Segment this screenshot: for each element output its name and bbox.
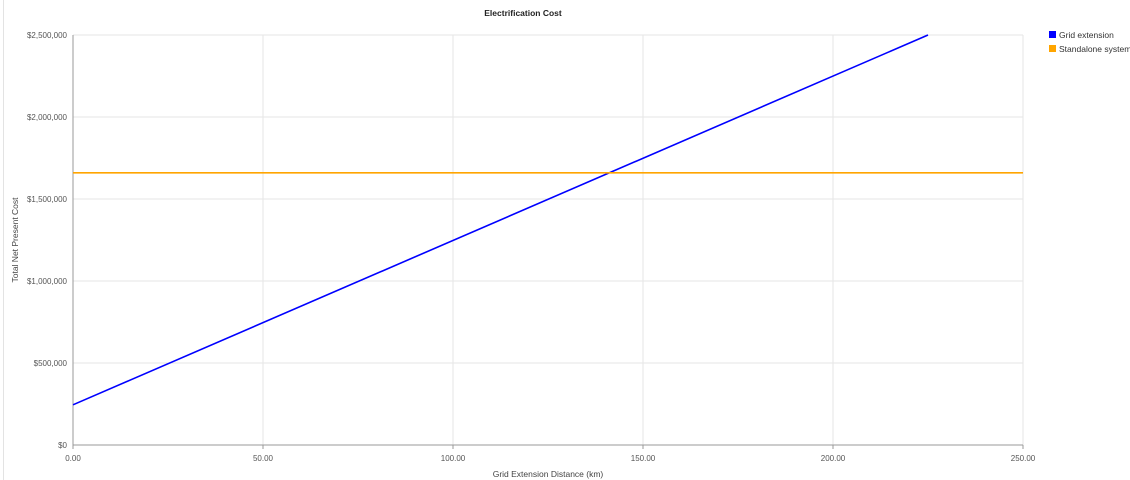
x-axis-title: Grid Extension Distance (km) [493,469,604,479]
x-tick-label: 200.00 [821,454,846,463]
legend: Grid extension Standalone system [1049,30,1130,54]
series-layer [72,34,1023,406]
legend-swatch-grid-extension [1049,31,1056,38]
left-border [3,0,4,480]
y-tick-label: $0 [58,441,67,450]
axes-layer [72,35,1024,449]
legend-label-standalone-system: Standalone system [1059,44,1130,54]
x-tick-label: 100.00 [441,454,466,463]
x-tick-label: 250.00 [1011,454,1036,463]
series-line-grid-extension [72,34,929,406]
y-tick-label: $2,500,000 [27,31,68,40]
y-axis-title: Total Net Present Cost [10,197,20,283]
y-tick-label: $500,000 [34,359,68,368]
grid-layer [73,34,1024,445]
chart-title: Electrification Cost [484,8,562,18]
labels-layer: $0 $500,000 $1,000,000 $1,500,000 $2,000,000… [27,31,1036,463]
y-tick-label: $2,000,000 [27,113,68,122]
x-tick-label: 50.00 [253,454,274,463]
x-tick-label: 150.00 [631,454,656,463]
legend-swatch-standalone-system [1049,45,1056,52]
y-tick-label: $1,500,000 [27,195,68,204]
y-tick-label: $1,000,000 [27,277,68,286]
legend-label-grid-extension: Grid extension [1059,30,1114,40]
x-tick-label: 0.00 [65,454,81,463]
